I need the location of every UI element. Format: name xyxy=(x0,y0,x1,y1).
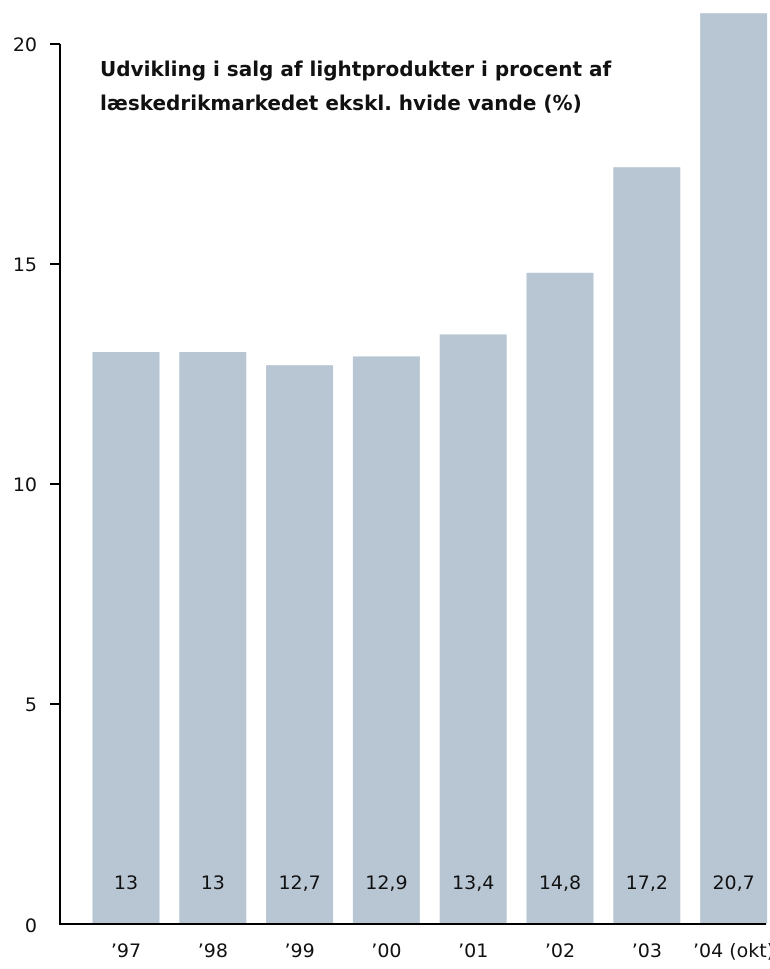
x-tick-label-0: ’97 xyxy=(111,940,141,962)
x-tick-label-1: ’98 xyxy=(198,940,228,962)
bar-value-label-6: 17,2 xyxy=(626,872,668,894)
x-tick-label-3: ’00 xyxy=(371,940,401,962)
y-tick-label-3: 15 xyxy=(13,254,37,276)
bar-2 xyxy=(266,365,334,924)
y-tick-label-2: 10 xyxy=(13,474,37,496)
bar-4 xyxy=(439,334,507,924)
chart-title-line-1: Udvikling i salg af lightprodukter i pro… xyxy=(100,57,611,81)
bar-5 xyxy=(526,272,594,924)
x-tick-label-7: ’04 (okt) xyxy=(693,940,770,962)
bar-value-label-4: 13,4 xyxy=(452,872,494,894)
y-tick-label-1: 5 xyxy=(25,694,37,716)
y-axis-ticks: 0 5 10 15 20 xyxy=(13,34,60,937)
bar-1 xyxy=(179,352,247,924)
x-tick-label-5: ’02 xyxy=(545,940,575,962)
bar-value-label-2: 12,7 xyxy=(278,872,320,894)
x-tick-label-6: ’03 xyxy=(632,940,662,962)
x-axis-labels: ’97 ’98 ’99 ’00 ’01 ’02 ’03 ’04 (okt) xyxy=(111,940,770,962)
y-tick-label-4: 20 xyxy=(13,34,37,56)
bar-value-label-0: 13 xyxy=(114,872,138,894)
bar-value-label-3: 12,9 xyxy=(365,872,407,894)
chart-title-line-2: læskedrikmarkedet ekskl. hvide vande (%) xyxy=(100,91,582,115)
bar-value-label-1: 13 xyxy=(201,872,225,894)
bars xyxy=(92,13,768,924)
y-tick-label-0: 0 xyxy=(25,915,37,937)
x-tick-label-2: ’99 xyxy=(284,940,314,962)
bar-7 xyxy=(700,13,768,924)
bar-0 xyxy=(92,352,160,924)
value-labels: 13 13 12,7 12,9 13,4 14,8 17,2 20,7 xyxy=(114,872,755,894)
bar-6 xyxy=(613,167,681,924)
bar-3 xyxy=(352,356,420,924)
bar-value-label-7: 20,7 xyxy=(712,872,754,894)
x-tick-label-4: ’01 xyxy=(458,940,488,962)
bar-value-label-5: 14,8 xyxy=(539,872,581,894)
